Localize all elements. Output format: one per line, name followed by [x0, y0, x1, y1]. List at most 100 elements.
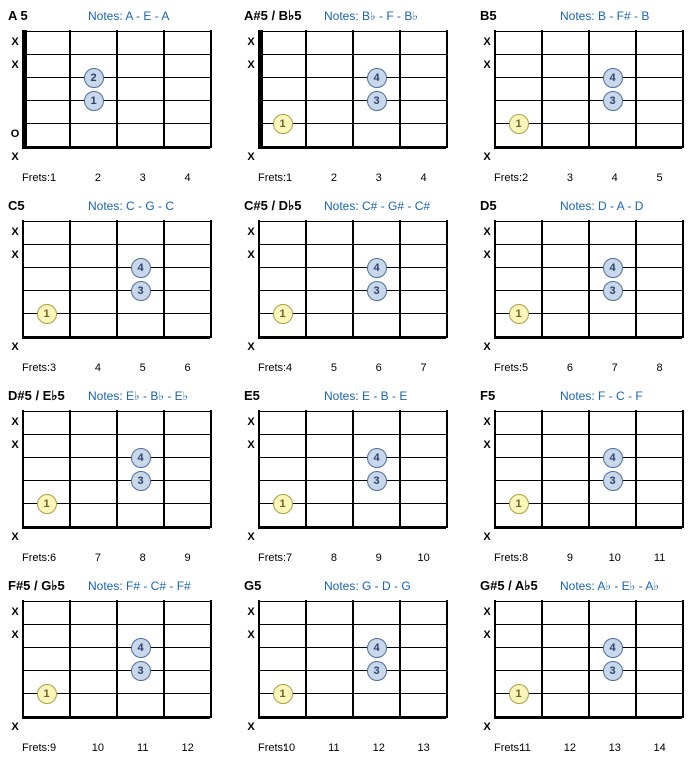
fret-number: 8: [120, 552, 165, 564]
fret-line: [305, 410, 307, 528]
fret-number: 5: [503, 362, 548, 374]
fret-number: 13: [401, 742, 446, 754]
fret-line: [22, 600, 24, 718]
fret-number: 10: [75, 742, 120, 754]
muted-marker: X: [244, 410, 258, 433]
empty-marker: [480, 479, 494, 502]
fret-line: [69, 220, 71, 338]
muted-marker: X: [8, 30, 22, 53]
fret-number: 5: [637, 172, 682, 184]
empty-marker: [244, 99, 258, 122]
chord-notes: Notes: A♭ - E♭ - A♭: [560, 579, 659, 593]
muted-marker: X: [8, 433, 22, 456]
fret-number: 11: [503, 742, 548, 754]
fret-line: [682, 600, 684, 718]
fret-number: 3: [356, 172, 401, 184]
chord-diagram: E5Notes: E - B - EXXX431Frets:78910: [244, 388, 460, 564]
fret-number: 4: [267, 362, 312, 374]
chord-notes: Notes: E♭ - B♭ - E♭: [88, 389, 188, 403]
fret-number: 4: [75, 362, 120, 374]
empty-marker: [8, 312, 22, 335]
nut-line: [258, 30, 263, 148]
fret-numbers: Frets:1234: [22, 172, 210, 184]
fretboard: 431: [22, 410, 210, 548]
fret-numbers: Frets:2345: [494, 172, 682, 184]
muted-marker: X: [244, 335, 258, 358]
muted-marker: X: [8, 145, 22, 168]
fret-line: [163, 600, 165, 718]
empty-marker: [244, 669, 258, 692]
chord-notes: Notes: F - C - F: [560, 389, 643, 403]
empty-marker: [480, 692, 494, 715]
chord-notes: Notes: G - D - G: [324, 579, 411, 593]
finger-dot: 3: [603, 91, 623, 111]
empty-marker: [244, 312, 258, 335]
empty-marker: [244, 502, 258, 525]
fret-number: 3: [547, 172, 592, 184]
fret-line: [352, 410, 354, 528]
fret-number: 10: [592, 552, 637, 564]
chord-diagram: G#5 / A♭5Notes: A♭ - E♭ - A♭XXX431Frets:…: [480, 578, 688, 754]
chord-diagram: G5Notes: G - D - GXXX431Frets:10111213: [244, 578, 460, 754]
muted-marker: X: [244, 433, 258, 456]
finger-dot: 1: [37, 494, 57, 514]
string-markers: XXX: [480, 30, 494, 168]
fret-number: 6: [31, 552, 76, 564]
fret-line: [682, 30, 684, 148]
fret-number: 9: [547, 552, 592, 564]
fret-line: [399, 410, 401, 528]
empty-marker: [480, 76, 494, 99]
chord-notes: Notes: F# - C# - F#: [88, 579, 191, 593]
muted-marker: X: [8, 623, 22, 646]
finger-dot: 1: [509, 114, 529, 134]
fret-line: [352, 600, 354, 718]
finger-dot: 4: [367, 638, 387, 658]
muted-marker: X: [480, 410, 494, 433]
fret-line: [541, 220, 543, 338]
finger-dot: 1: [37, 684, 57, 704]
fret-numbers: Frets:1234: [258, 172, 446, 184]
finger-dot: 4: [131, 448, 151, 468]
chord-name: A#5 / B♭5: [244, 8, 324, 24]
chord-diagram: C#5 / D♭5Notes: C# - G# - C#XXX431Frets:…: [244, 198, 460, 374]
fret-numbers: Frets:78910: [258, 552, 446, 564]
fret-line: [541, 30, 543, 148]
fret-line: [352, 30, 354, 148]
muted-marker: X: [244, 30, 258, 53]
fret-line: [163, 410, 165, 528]
empty-marker: [480, 669, 494, 692]
fret-numbers: Frets:4567: [258, 362, 446, 374]
fretboard: 431: [258, 600, 446, 738]
string-markers: XXOX: [8, 30, 22, 168]
fret-line: [116, 600, 118, 718]
fret-number: 12: [356, 742, 401, 754]
finger-dot: 4: [603, 68, 623, 88]
fret-line: [22, 410, 24, 528]
chord-notes: Notes: C# - G# - C#: [324, 199, 430, 213]
fret-number: 5: [120, 362, 165, 374]
muted-marker: X: [480, 525, 494, 548]
fret-line: [116, 410, 118, 528]
fret-line: [635, 600, 637, 718]
fret-number: 11: [637, 552, 682, 564]
chord-name: G#5 / A♭5: [480, 578, 560, 594]
fret-number: 12: [165, 742, 210, 754]
chord-name: E5: [244, 388, 324, 403]
muted-marker: X: [480, 30, 494, 53]
fret-numbers: Frets:10111213: [258, 742, 446, 754]
empty-marker: [244, 646, 258, 669]
fretboard: 431: [258, 30, 446, 168]
string-markers: XXX: [480, 220, 494, 358]
fret-line: [163, 30, 165, 148]
string-markers: XXX: [244, 220, 258, 358]
fret-line: [541, 600, 543, 718]
empty-marker: [8, 99, 22, 122]
finger-dot: 4: [367, 68, 387, 88]
empty-marker: [480, 122, 494, 145]
finger-dot: 3: [603, 471, 623, 491]
fret-line: [446, 410, 448, 528]
finger-dot: 3: [131, 661, 151, 681]
finger-dot: 1: [509, 684, 529, 704]
chord-notes: Notes: A - E - A: [88, 9, 169, 23]
fret-number: 4: [165, 172, 210, 184]
